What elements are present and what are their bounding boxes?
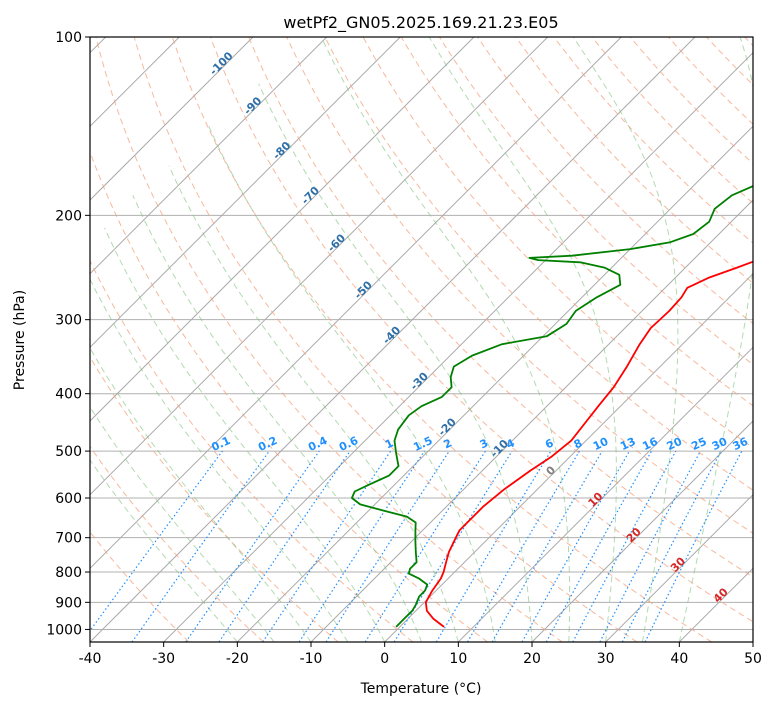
mixing-ratio-line (218, 450, 351, 642)
mixing-ratio-label: 25 (689, 435, 708, 453)
moist-adiabat-line (320, 37, 571, 642)
moist-adiabat-line (207, 123, 496, 642)
dry-adiabat-line (629, 37, 753, 165)
axes: -40 -30 -20 -10 0 10 20 30 40 50 1000 900 800 700 600 5… (46, 30, 762, 667)
dry-adiabat-line (90, 259, 414, 642)
moist-adiabat-line (104, 227, 386, 642)
temperature-series-line (424, 260, 753, 628)
y-tick-label: 100 (55, 30, 82, 46)
y-tick-label: 200 (55, 208, 82, 224)
moist-adiabat-line (572, 37, 679, 642)
x-tick-label: 10 (449, 651, 467, 667)
moist-adiabat-line (428, 37, 617, 642)
mixing-ratio-line (90, 450, 223, 632)
x-tick-label: 30 (597, 651, 615, 667)
plot-frame (89, 36, 754, 643)
mixing-ratio-line (298, 450, 425, 642)
isotherm-line (90, 37, 328, 275)
dry-adiabat-line (95, 37, 563, 642)
dry-adiabat-line (362, 37, 753, 449)
moist-adiabat-line (678, 37, 753, 642)
moist-adiabat-line (90, 406, 275, 642)
y-tick-label: 1000 (46, 622, 82, 638)
dry-adiabat-line (591, 37, 753, 204)
dry-adiabat-line (133, 37, 638, 642)
mixing-ratio-label: 10 (591, 435, 611, 453)
y-tick-label: 400 (55, 387, 82, 403)
mixing-ratio-line (521, 450, 631, 642)
mixing-ratio-line (325, 450, 450, 642)
mixing-ratio-line (545, 450, 653, 642)
mixing-ratio-line (393, 450, 513, 642)
mixing-ratio-label: 13 (618, 435, 637, 453)
mixing-ratio-line (131, 450, 270, 642)
isotherm-line (90, 37, 401, 349)
dry-adiabat-line (90, 445, 264, 642)
isotherm-line (90, 37, 549, 496)
dewpoint-series-line (351, 185, 753, 628)
isotherm-line (90, 37, 475, 422)
series-lines (351, 185, 753, 628)
y-tick-label: 500 (55, 444, 82, 460)
isotherm-line (605, 493, 753, 642)
isotherm-line (457, 346, 753, 642)
dry-adiabat-line (515, 37, 753, 284)
background-lines (90, 37, 753, 642)
dry-adiabat-line (324, 37, 753, 491)
isotherm-line (90, 37, 254, 201)
isotherm-line (163, 51, 753, 642)
mixing-ratio-line (262, 450, 392, 642)
mixing-ratio-line (185, 450, 320, 642)
x-tick-label: -30 (152, 651, 175, 667)
mixing-ratio-label: 20 (665, 435, 685, 453)
x-axis-label: Temperature (°C) (360, 681, 482, 697)
x-tick-label: -40 (79, 651, 102, 667)
dry-adiabat-line (477, 37, 753, 325)
y-tick-label: 900 (55, 595, 82, 611)
isotherm-line (384, 272, 753, 642)
dry-adiabat-line (171, 37, 712, 642)
mixing-ratio-label: 16 (640, 435, 660, 453)
x-tick-label: -10 (300, 651, 323, 667)
moist-adiabat-line (90, 459, 238, 642)
mixing-ratio-line (572, 450, 677, 642)
moist-adiabat-line (90, 278, 349, 642)
mixing-ratio-line (644, 450, 743, 642)
dry-adiabat-line (248, 37, 753, 578)
moist-adiabat-line (132, 195, 422, 642)
dry-adiabat-line (210, 37, 753, 623)
y-tick-label: 700 (55, 531, 82, 547)
y-tick-label: 300 (55, 313, 82, 329)
moist-adiabat-line (168, 165, 459, 642)
y-tick-label: 800 (55, 565, 82, 581)
y-tick-label: 600 (55, 491, 82, 507)
x-tick-label: 0 (380, 651, 389, 667)
x-tick-label: -20 (226, 651, 249, 667)
dry-adiabat-line (400, 37, 753, 407)
moist-adiabat-line (258, 83, 533, 642)
mixing-ratio-label: 36 (731, 435, 751, 453)
isotherm-line (90, 37, 622, 570)
isotherm-line (236, 125, 753, 642)
chart-title: wetPf2_GN05.2025.169.21.23.E05 (283, 13, 558, 33)
x-tick-label: 50 (744, 651, 762, 667)
y-axis-label: Pressure (hPa) (12, 290, 28, 390)
isotherm-line (531, 420, 753, 642)
x-tick-label: 20 (523, 651, 541, 667)
x-tick-label: 40 (670, 651, 688, 667)
mixing-ratio-label: 30 (710, 435, 730, 453)
